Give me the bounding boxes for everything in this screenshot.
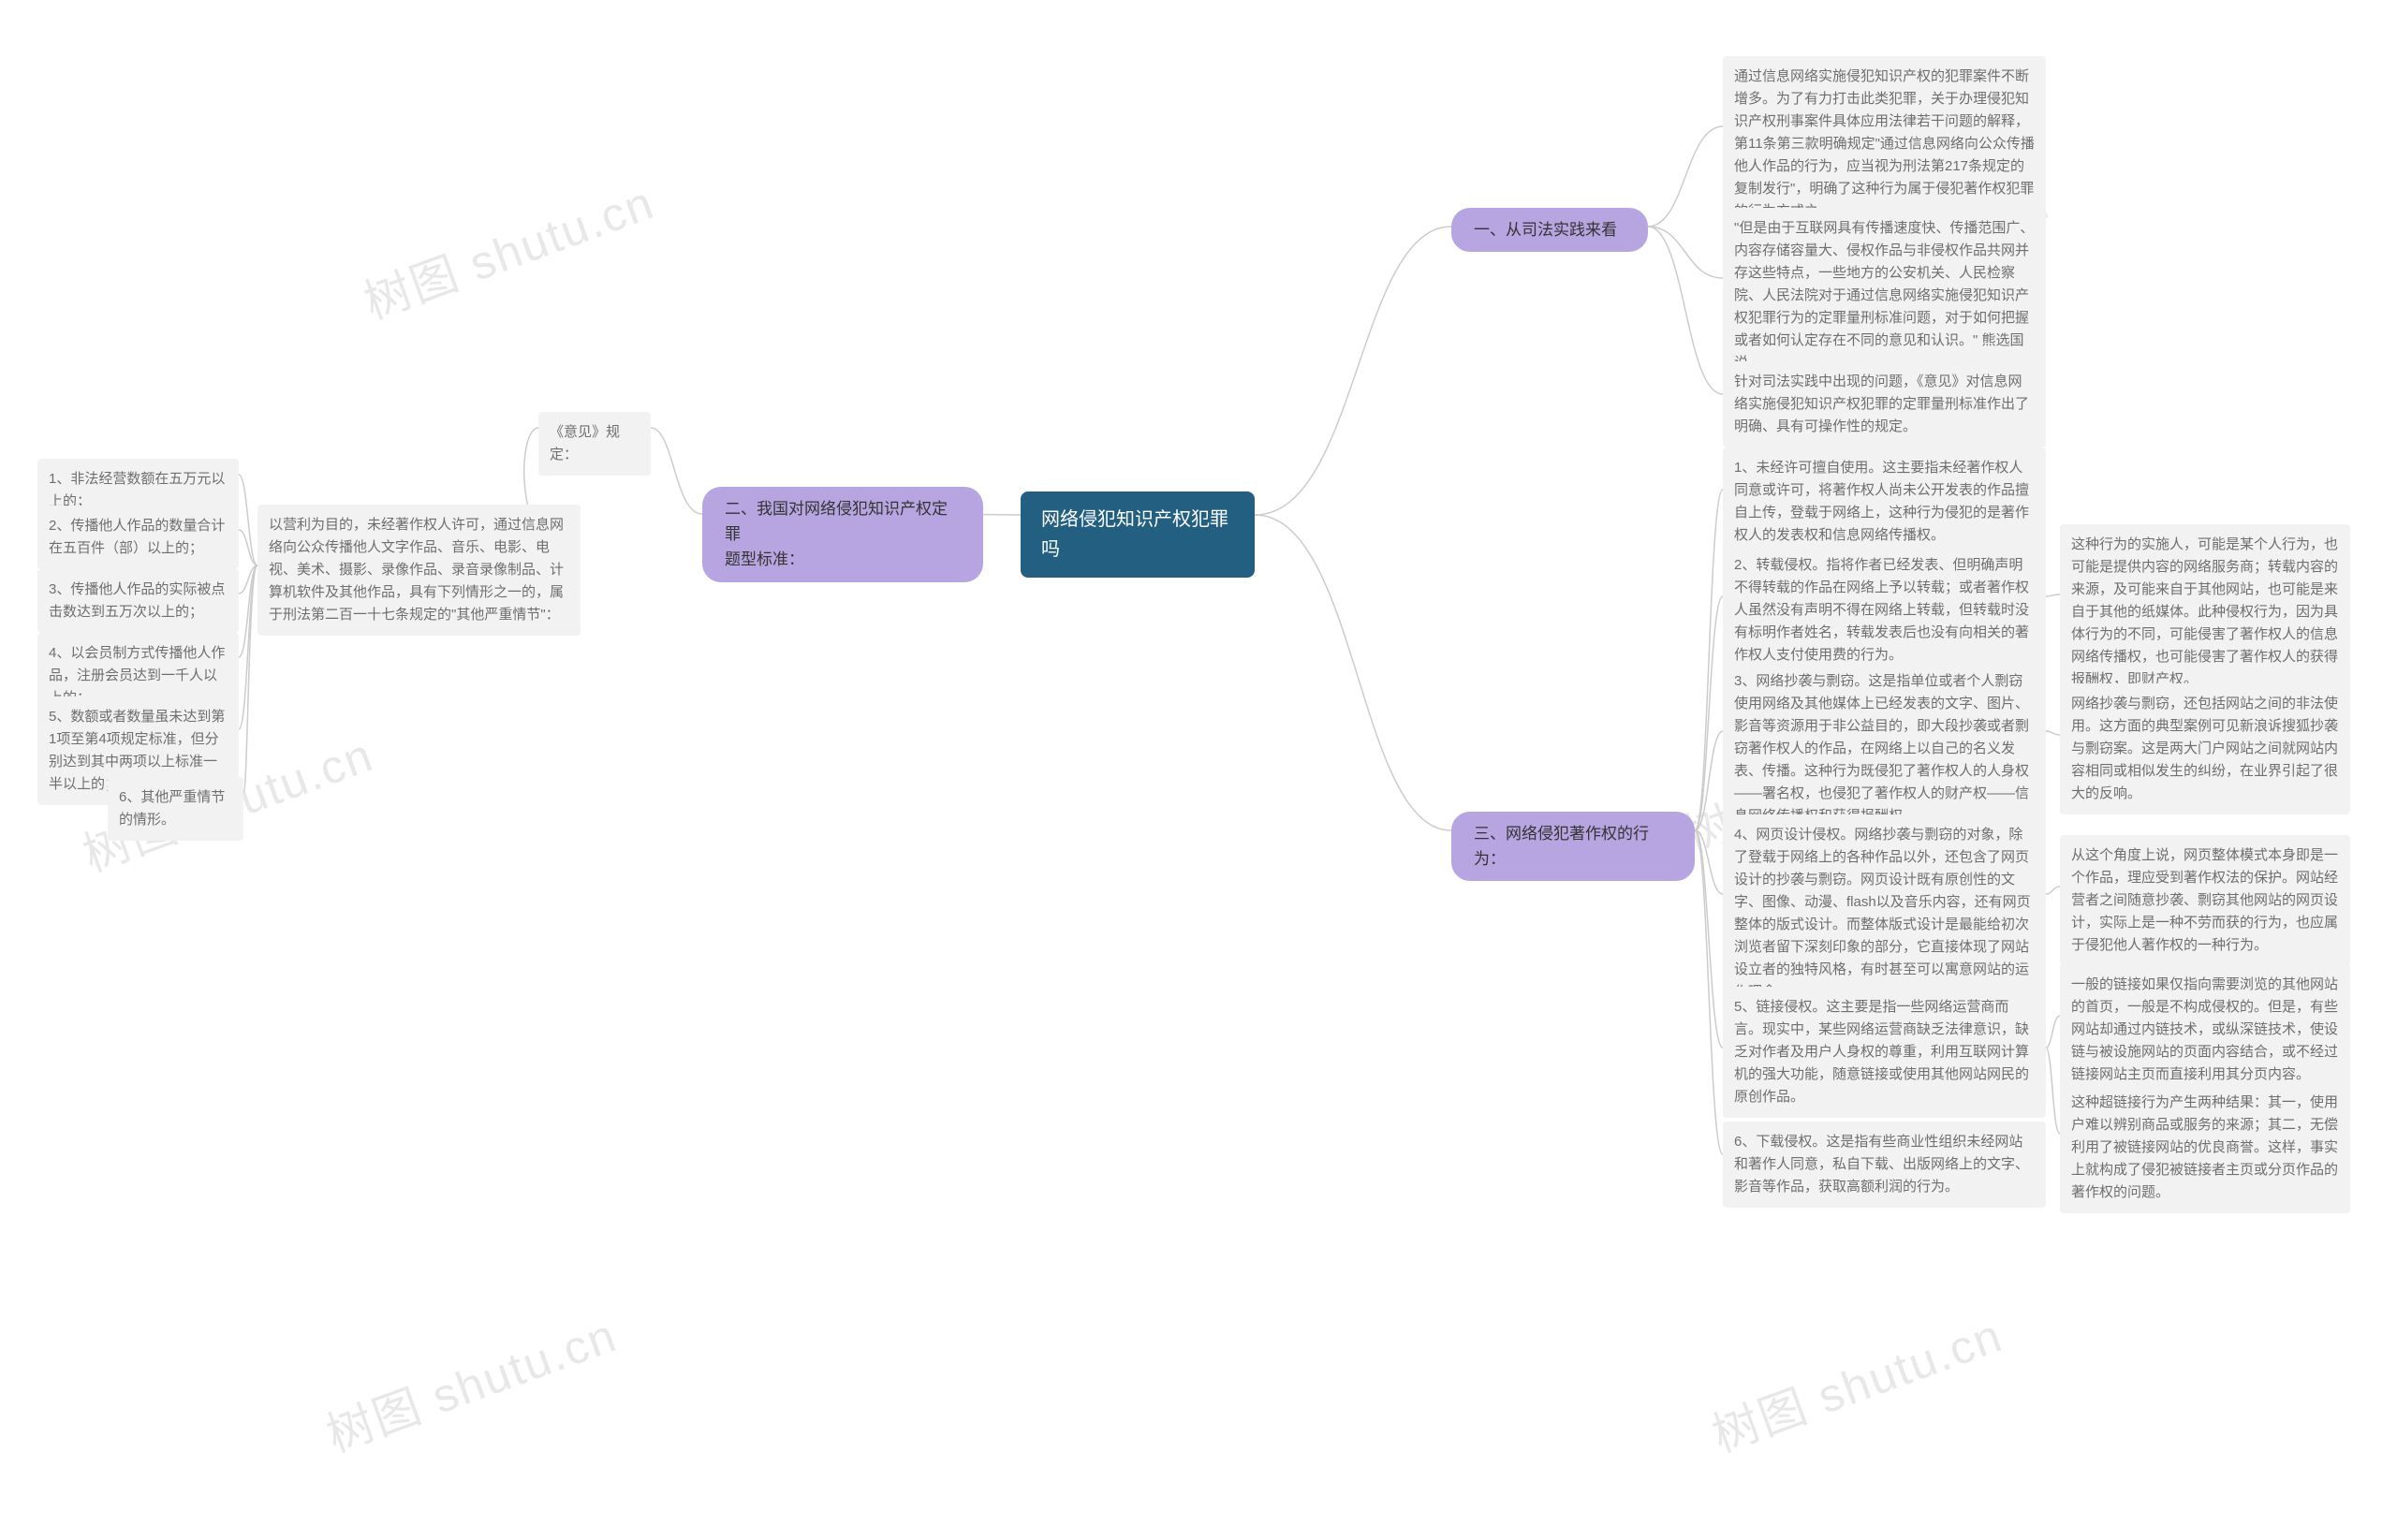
leaf-node: 从这个角度上说，网页整体模式本身即是一个作品，理应受到著作权法的保护。网站经营者… <box>2060 835 2350 966</box>
root-node: 网络侵犯知识产权犯罪吗 <box>1021 491 1255 578</box>
watermark: 树图 shutu.cn <box>1701 1298 2010 1466</box>
leaf-node: 针对司法实践中出现的问题，《意见》对信息网络实施侵犯知识产权犯罪的定罪量刑标准作… <box>1723 361 2046 447</box>
leaf-node: 5、链接侵权。这主要是指一些网络运营商而言。现实中，某些网络运营商缺乏法律意识，… <box>1723 987 2046 1118</box>
leaf-node: 一般的链接如果仅指向需要浏览的其他网站的首页，一般是不构成侵权的。但是，有些网站… <box>2060 964 2350 1095</box>
leaf-node: 4、网页设计侵权。网络抄袭与剽窃的对象，除了登载于网络上的各种作品以外，还包含了… <box>1723 814 2046 1013</box>
branch-1: 一、从司法实践来看 <box>1451 208 1648 252</box>
leaf-node: 2、转载侵权。指将作者已经发表、但明确声明不得转载的作品在网络上予以转载；或者著… <box>1723 545 2046 676</box>
leaf-node: 3、网络抄袭与剽窃。这是指单位或者个人剽窃使用网络及其他媒体上已经发表的文字、图… <box>1723 661 2046 837</box>
leaf-node: 1、未经许可擅自使用。这主要指未经著作权人同意或许可，将著作权人尚未公开发表的作… <box>1723 447 2046 556</box>
leaf-node: 这种行为的实施人，可能是某个人行为，也可能是提供内容的网络服务商；转载内容的来源… <box>2060 524 2350 700</box>
leaf-node: 这种超链接行为产生两种结果：其一，使用户难以辨别商品或服务的来源；其二，无偿利用… <box>2060 1082 2350 1213</box>
watermark: 树图 shutu.cn <box>353 166 662 333</box>
leaf-node: 3、传播他人作品的实际被点击数达到五万次以上的； <box>37 569 239 633</box>
leaf-node: 2、传播他人作品的数量合计在五百件（部）以上的； <box>37 506 239 569</box>
leaf-node: 通过信息网络实施侵犯知识产权的犯罪案件不断增多。为了有力打击此类犯罪，关于办理侵… <box>1723 56 2046 232</box>
leaf-node: 6、下载侵权。这是指有些商业性组织未经网站和著作人同意，私自下载、出版网络上的文… <box>1723 1122 2046 1208</box>
branch-3: 三、网络侵犯著作权的行为： <box>1451 812 1695 881</box>
leaf-node: 6、其他严重情节的情形。 <box>108 777 243 841</box>
watermark: 树图 shutu.cn <box>316 1298 625 1466</box>
leaf-node: 网络抄袭与剽窃，还包括网站之间的非法使用。这方面的典型案例可见新浪诉搜狐抄袭与剽… <box>2060 683 2350 814</box>
branch-2: 二、我国对网络侵犯知识产权定罪 题型标准： <box>702 487 983 582</box>
leaf-node: "但是由于互联网具有传播速度快、传播范围广、内容存储容量大、侵权作品与非侵权作品… <box>1723 208 2046 384</box>
leaf-node: 《意见》规定： <box>538 412 651 476</box>
leaf-node: 以营利为目的，未经著作权人许可，通过信息网络向公众传播他人文字作品、音乐、电影、… <box>257 505 581 636</box>
